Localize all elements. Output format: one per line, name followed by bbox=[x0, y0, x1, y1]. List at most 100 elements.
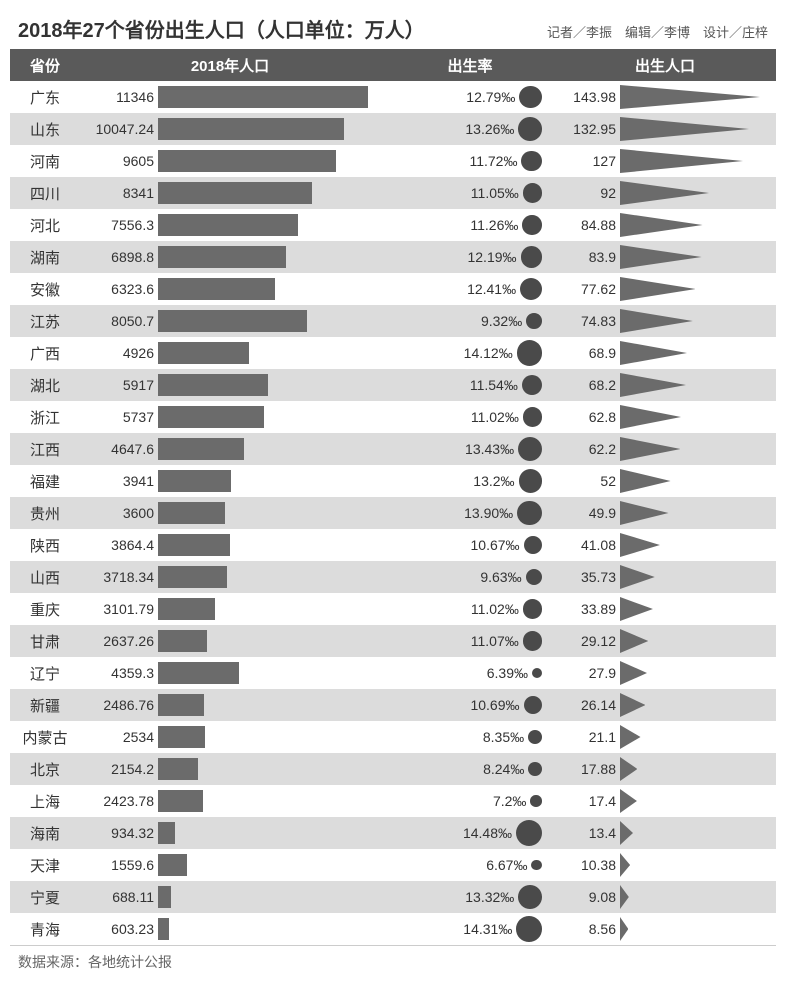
births-value: 41.08 bbox=[560, 537, 620, 553]
province-name: 安徽 bbox=[10, 279, 80, 300]
population-value: 9605 bbox=[80, 153, 158, 169]
birth-rate-value: 11.02‰ bbox=[471, 409, 523, 425]
birth-rate-value: 11.07‰ bbox=[471, 633, 523, 649]
births-cell: 29.12 bbox=[560, 629, 770, 653]
province-name: 天津 bbox=[10, 855, 80, 876]
births-value: 74.83 bbox=[560, 313, 620, 329]
population-cell: 688.11 bbox=[80, 886, 380, 908]
birth-rate-circle bbox=[524, 536, 542, 554]
table-row: 海南934.3214.48‰13.4 bbox=[10, 817, 776, 849]
birth-rate-cell: 13.90‰ bbox=[380, 501, 560, 526]
population-value: 3941 bbox=[80, 473, 158, 489]
birth-rate-cell: 11.02‰ bbox=[380, 599, 560, 618]
population-value: 8050.7 bbox=[80, 313, 158, 329]
population-bar bbox=[158, 694, 204, 716]
table-row: 辽宁4359.36.39‰27.9 bbox=[10, 657, 776, 689]
birth-rate-value: 13.2‰ bbox=[473, 473, 518, 489]
birth-rate-cell: 9.63‰ bbox=[380, 569, 560, 585]
population-cell: 6323.6 bbox=[80, 278, 380, 300]
births-cell: 68.2 bbox=[560, 373, 770, 397]
population-bar bbox=[158, 374, 268, 396]
births-cell: 92 bbox=[560, 181, 770, 205]
population-value: 3101.79 bbox=[80, 601, 158, 617]
births-triangle bbox=[620, 821, 633, 845]
birth-rate-circle bbox=[523, 183, 542, 202]
births-value: 68.2 bbox=[560, 377, 620, 393]
population-cell: 5917 bbox=[80, 374, 380, 396]
birth-rate-circle bbox=[530, 795, 542, 807]
population-cell: 4647.6 bbox=[80, 438, 380, 460]
population-bar bbox=[158, 886, 171, 908]
birth-rate-circle bbox=[526, 569, 542, 585]
population-bar bbox=[158, 726, 205, 748]
table-row: 山东10047.2413.26‰132.95 bbox=[10, 113, 776, 145]
birth-rate-circle bbox=[528, 762, 542, 776]
table-row: 贵州360013.90‰49.9 bbox=[10, 497, 776, 529]
births-value: 27.9 bbox=[560, 665, 620, 681]
population-value: 11346 bbox=[80, 89, 158, 105]
births-cell: 84.88 bbox=[560, 213, 770, 237]
table-row: 广西492614.12‰68.9 bbox=[10, 337, 776, 369]
population-cell: 4926 bbox=[80, 342, 380, 364]
births-triangle bbox=[620, 533, 660, 557]
province-name: 广东 bbox=[10, 87, 80, 108]
births-value: 17.88 bbox=[560, 761, 620, 777]
birth-rate-value: 14.12‰ bbox=[464, 345, 517, 361]
births-cell: 13.4 bbox=[560, 821, 770, 845]
population-value: 6323.6 bbox=[80, 281, 158, 297]
births-value: 52 bbox=[560, 473, 620, 489]
birth-rate-circle bbox=[528, 730, 542, 744]
table-row: 江苏8050.79.32‰74.83 bbox=[10, 305, 776, 337]
birth-rate-cell: 13.26‰ bbox=[380, 117, 560, 141]
births-value: 132.95 bbox=[560, 121, 620, 137]
births-cell: 21.1 bbox=[560, 725, 770, 749]
birth-rate-circle bbox=[519, 86, 542, 109]
population-bar bbox=[158, 310, 307, 332]
population-value: 603.23 bbox=[80, 921, 158, 937]
chart-title: 2018年27个省份出生人口（人口单位：万人） bbox=[18, 14, 425, 43]
births-cell: 41.08 bbox=[560, 533, 770, 557]
province-name: 山东 bbox=[10, 119, 80, 140]
birth-rate-cell: 11.26‰ bbox=[380, 215, 560, 235]
population-bar bbox=[158, 854, 187, 876]
population-value: 3600 bbox=[80, 505, 158, 521]
table-row: 陕西3864.410.67‰41.08 bbox=[10, 529, 776, 561]
population-value: 6898.8 bbox=[80, 249, 158, 265]
table-row: 福建3941 13.2‰ 52 bbox=[10, 465, 776, 497]
table-row: 山西3718.349.63‰35.73 bbox=[10, 561, 776, 593]
table-row: 重庆3101.7911.02‰33.89 bbox=[10, 593, 776, 625]
birth-rate-circle bbox=[518, 885, 542, 909]
births-value: 83.9 bbox=[560, 249, 620, 265]
births-triangle bbox=[620, 341, 687, 365]
province-name: 新疆 bbox=[10, 695, 80, 716]
births-triangle bbox=[620, 85, 760, 109]
population-cell: 10047.24 bbox=[80, 118, 380, 140]
births-value: 62.2 bbox=[560, 441, 620, 457]
population-bar bbox=[158, 534, 230, 556]
population-cell: 2154.2 bbox=[80, 758, 380, 780]
birth-rate-value: 13.43‰ bbox=[465, 441, 518, 457]
population-bar bbox=[158, 438, 244, 460]
population-bar bbox=[158, 118, 344, 140]
population-cell: 8341 bbox=[80, 182, 380, 204]
births-value: 92 bbox=[560, 185, 620, 201]
data-source: 数据来源：各地统计公报 bbox=[10, 945, 776, 978]
births-cell: 77.62 bbox=[560, 277, 770, 301]
population-cell: 2423.78 bbox=[80, 790, 380, 812]
birth-rate-cell: 13.43‰ bbox=[380, 437, 560, 461]
birth-rate-cell: 6.39‰ bbox=[380, 665, 560, 681]
population-value: 1559.6 bbox=[80, 857, 158, 873]
birth-rate-cell: 10.67‰ bbox=[380, 536, 560, 554]
population-value: 4647.6 bbox=[80, 441, 158, 457]
births-triangle bbox=[620, 789, 637, 813]
births-cell: 127 bbox=[560, 149, 770, 173]
province-name: 福建 bbox=[10, 471, 80, 492]
births-cell: 132.95 bbox=[560, 117, 770, 141]
population-bar bbox=[158, 662, 239, 684]
birth-rate-circle bbox=[522, 375, 542, 395]
births-triangle bbox=[620, 501, 669, 525]
birth-rate-circle bbox=[532, 668, 542, 678]
population-cell: 8050.7 bbox=[80, 310, 380, 332]
population-bar bbox=[158, 182, 312, 204]
births-triangle bbox=[620, 629, 648, 653]
